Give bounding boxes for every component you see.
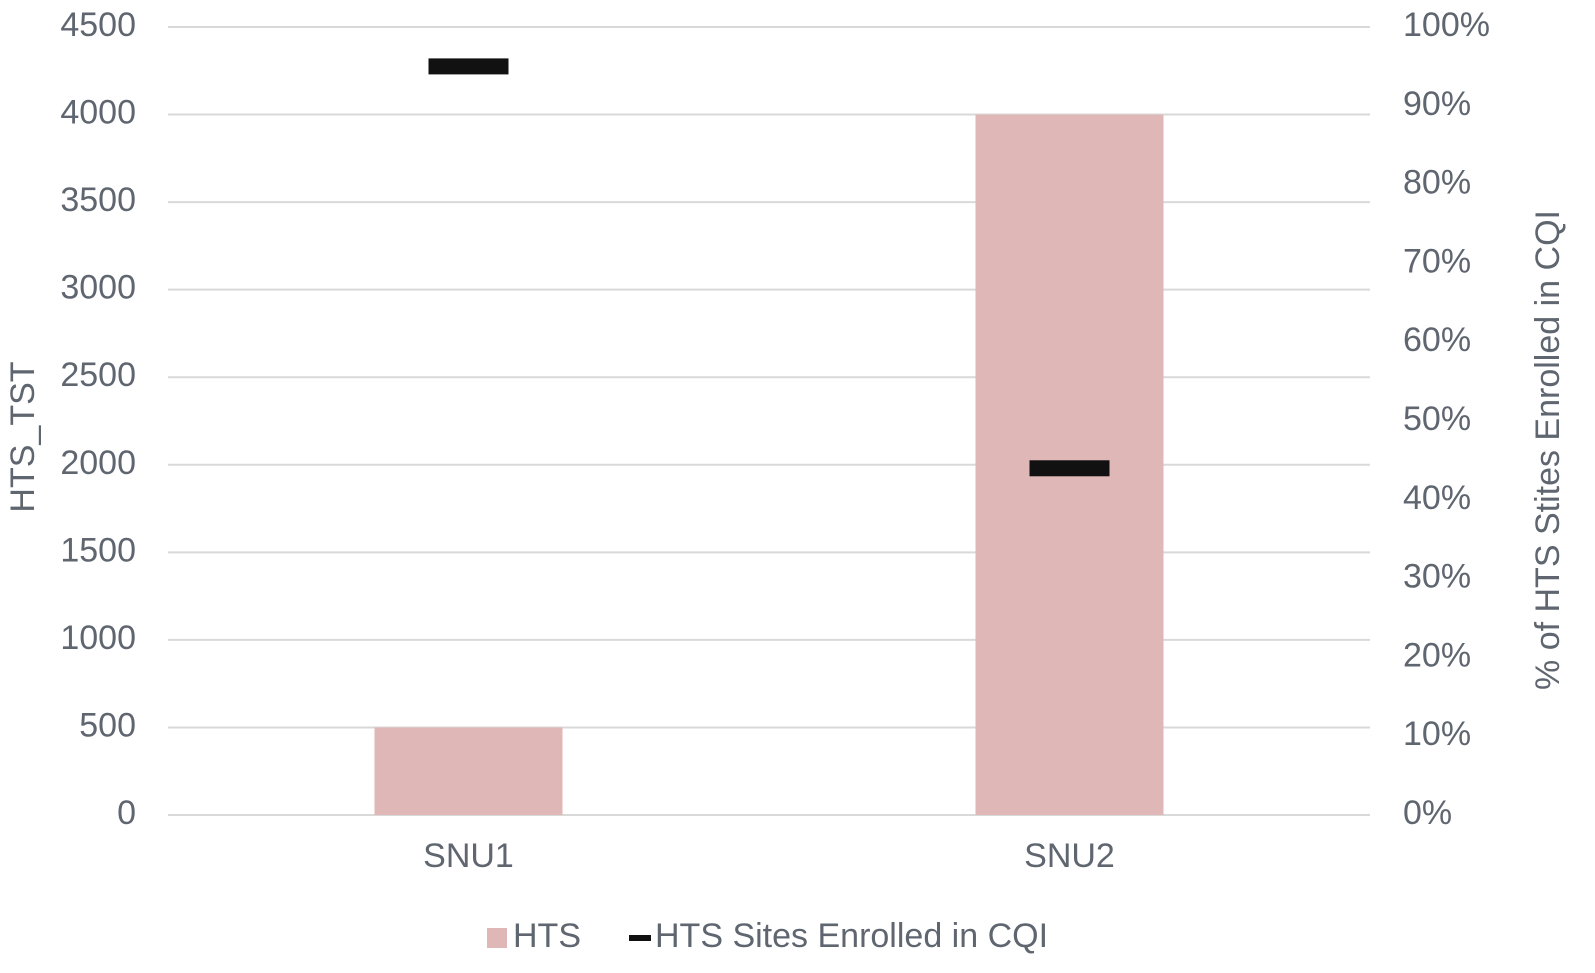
y-axis-label: HTS_TST bbox=[4, 361, 42, 512]
y2-tick-label: 90% bbox=[1403, 85, 1471, 123]
y2-tick-label: 40% bbox=[1403, 479, 1471, 517]
marker bbox=[1029, 460, 1110, 477]
x-tick-label: SNU1 bbox=[423, 837, 514, 875]
y-tick-label: 2000 bbox=[60, 444, 136, 482]
y2-tick-label: 10% bbox=[1403, 715, 1471, 753]
y-tick-label: 1000 bbox=[60, 619, 136, 657]
y2-tick-label: 0% bbox=[1403, 794, 1452, 832]
y-tick-label: 3000 bbox=[60, 269, 136, 307]
x-tick-label: SNU2 bbox=[1024, 837, 1115, 875]
y-tick-label: 500 bbox=[79, 706, 136, 744]
legend-swatch bbox=[629, 935, 651, 941]
y2-tick-label: 50% bbox=[1403, 400, 1471, 438]
y-tick-label: 4500 bbox=[60, 6, 136, 44]
y-tick-label: 4000 bbox=[60, 94, 136, 132]
y-tick-label: 3500 bbox=[60, 181, 136, 219]
y-tick-label: 0 bbox=[117, 794, 136, 832]
legend-swatch bbox=[487, 928, 507, 948]
y2-tick-label: 60% bbox=[1403, 321, 1471, 359]
legend-label: HTS bbox=[513, 917, 581, 955]
legend-label: HTS Sites Enrolled in CQI bbox=[655, 917, 1048, 955]
bar bbox=[374, 727, 563, 815]
y2-tick-label: 80% bbox=[1403, 164, 1471, 202]
y2-tick-label: 30% bbox=[1403, 558, 1471, 596]
y-tick-label: 1500 bbox=[60, 531, 136, 569]
y2-tick-label: 20% bbox=[1403, 636, 1471, 674]
y2-axis-label: % of HTS Stites Enrolled in CQI bbox=[1529, 210, 1567, 690]
marker bbox=[428, 58, 509, 75]
y-tick-label: 2500 bbox=[60, 356, 136, 394]
y2-tick-label: 70% bbox=[1403, 242, 1471, 280]
y2-tick-label: 100% bbox=[1403, 6, 1490, 44]
